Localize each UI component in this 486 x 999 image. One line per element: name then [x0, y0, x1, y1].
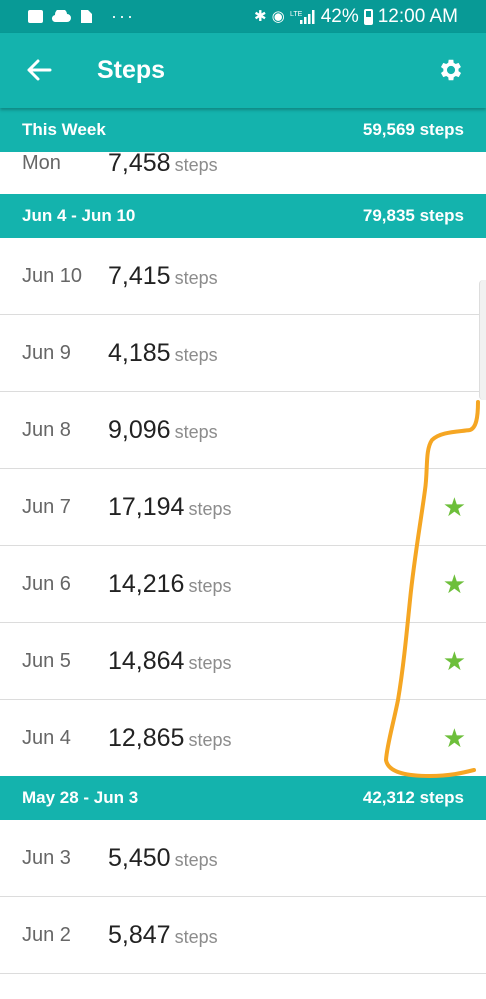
status-bar: ··· ✱ ◉ LTE 42% 12:00 AM: [0, 0, 486, 33]
day-label: Mon: [22, 152, 61, 174]
scroll-handle[interactable]: [479, 280, 486, 400]
more-dots-icon: ···: [111, 6, 135, 26]
list-item-jun7[interactable]: Jun 7 17,194 steps ★: [0, 469, 486, 546]
step-count: 5,847 steps: [108, 921, 218, 949]
day-label: Jun 6: [22, 573, 71, 595]
list-item-jun4[interactable]: Jun 4 12,865 steps ★: [0, 700, 486, 776]
day-label: Jun 4: [22, 727, 71, 749]
list-item-jun6[interactable]: Jun 6 14,216 steps ★: [0, 546, 486, 623]
gear-icon: [440, 59, 462, 81]
step-count: 7,415 steps: [108, 262, 218, 290]
list-item-next[interactable]: [0, 974, 486, 999]
day-label: Jun 2: [22, 924, 71, 946]
section-header-jun4-jun10: Jun 4 - Jun 10 79,835 steps: [0, 194, 486, 238]
step-count: 14,216 steps: [108, 570, 232, 598]
list-item-jun5[interactable]: Jun 5 14,864 steps ★: [0, 623, 486, 700]
step-count: 17,194 steps: [108, 493, 232, 521]
section-range: This Week: [22, 120, 106, 139]
step-count: 12,865 steps: [108, 724, 232, 752]
app-bar: Steps: [0, 33, 486, 108]
step-count: 14,864 steps: [108, 647, 232, 675]
day-label: Jun 3: [22, 847, 71, 869]
status-left-icons: ···: [28, 6, 135, 27]
list-item-mon[interactable]: Mon 7,458 steps: [0, 152, 486, 194]
step-count: 4,185 steps: [108, 339, 218, 367]
list-item-jun8[interactable]: Jun 8 9,096 steps: [0, 392, 486, 469]
battery-icon: [363, 8, 373, 25]
day-label: Jun 8: [22, 419, 71, 441]
goal-star-icon: ★: [442, 723, 466, 753]
goal-star-icon: ★: [442, 492, 466, 522]
day-label: Jun 5: [22, 650, 71, 672]
step-count: 5,450 steps: [108, 844, 218, 872]
section-range: Jun 4 - Jun 10: [22, 206, 136, 225]
goal-star-icon: ★: [442, 569, 466, 599]
list-item-jun3[interactable]: Jun 3 5,450 steps: [0, 820, 486, 897]
section-total: 79,835 steps: [362, 206, 464, 225]
list-item-jun2[interactable]: Jun 2 5,847 steps: [0, 897, 486, 974]
step-count: 9,096 steps: [108, 416, 218, 444]
vibrate-icon: ◉: [271, 8, 285, 25]
day-label: Jun 7: [22, 496, 71, 518]
status-right-icons: ✱ ◉ LTE 42% 12:00 AM: [254, 6, 458, 28]
section-header-this-week: This Week 59,569 steps: [0, 108, 486, 152]
step-count: 7,458 steps: [108, 152, 218, 177]
image-icon: [28, 10, 43, 23]
arrow-back-icon: [27, 59, 52, 81]
lte-label: LTE: [290, 11, 303, 18]
list-item-jun10[interactable]: Jun 10 7,415 steps: [0, 238, 486, 315]
battery-percent: 42%: [320, 5, 359, 27]
clock-time: 12:00 AM: [377, 5, 458, 27]
lte-signal-icon: LTE: [290, 9, 315, 24]
section-header-may28-jun3: May 28 - Jun 3 42,312 steps: [0, 776, 486, 820]
day-label: Jun 9: [22, 342, 71, 364]
cloud-icon: [52, 10, 71, 23]
goal-star-icon: ★: [442, 646, 466, 676]
back-button[interactable]: [22, 53, 56, 87]
sim-icon: [81, 10, 92, 23]
section-total: 59,569 steps: [362, 120, 464, 139]
settings-button[interactable]: [434, 53, 468, 87]
section-range: May 28 - Jun 3: [22, 788, 139, 807]
day-label: Jun 10: [22, 265, 83, 287]
section-total: 42,312 steps: [362, 788, 464, 807]
list-item-jun9[interactable]: Jun 9 4,185 steps: [0, 315, 486, 392]
bluetooth-icon: ✱: [254, 8, 267, 25]
page-title: Steps: [97, 56, 166, 84]
